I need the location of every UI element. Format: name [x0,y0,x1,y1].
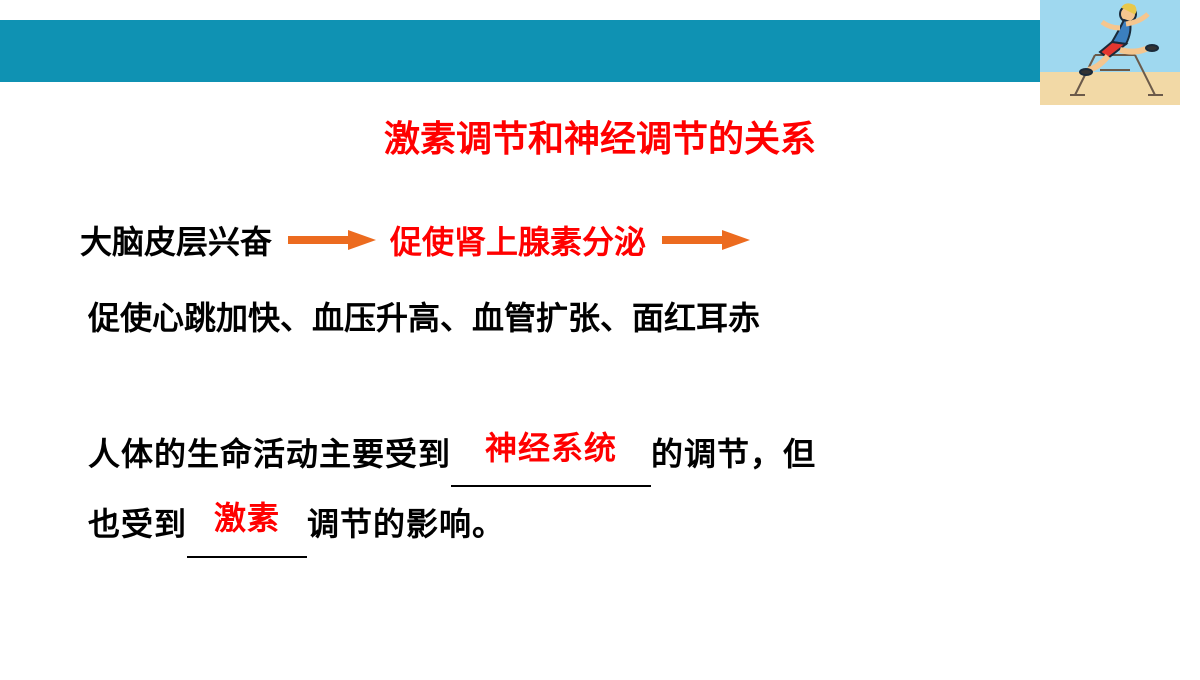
para-text: 调节的影响。 [307,506,505,542]
blank-1-answer: 神经系统 [485,430,617,466]
flow-row: 大脑皮层兴奋 促使肾上腺素分泌 [80,217,1140,263]
fill-blank-2: 激素 [187,489,307,559]
header-bar [0,20,1060,82]
flow-step-1: 大脑皮层兴奋 [80,217,272,263]
para-text: 人体的生命活动主要受到 [88,436,451,472]
runner-illustration [1040,0,1180,105]
flow-step-2: 促使肾上腺素分泌 [390,217,646,263]
underline [451,485,651,487]
para-text: 也受到 [88,506,187,542]
arrow-icon [286,228,376,252]
flow-result: 促使心跳加快、血压升高、血管扩张、面红耳赤 [88,293,1140,339]
content-area: 激素调节和神经调节的关系 大脑皮层兴奋 促使肾上腺素分泌 促使心跳加快、血压升高… [0,110,1200,560]
arrow-icon [660,228,750,252]
para-text: 的调节，但 [651,436,816,472]
slide: 激素调节和神经调节的关系 大脑皮层兴奋 促使肾上腺素分泌 促使心跳加快、血压升高… [0,0,1200,680]
slide-title: 激素调节和神经调节的关系 [60,110,1140,162]
blank-2-answer: 激素 [214,500,280,536]
summary-paragraph: 人体的生命活动主要受到神经系统的调节，但 也受到激素调节的影响。 [88,419,1140,560]
fill-blank-1: 神经系统 [451,419,651,489]
underline [187,556,307,558]
